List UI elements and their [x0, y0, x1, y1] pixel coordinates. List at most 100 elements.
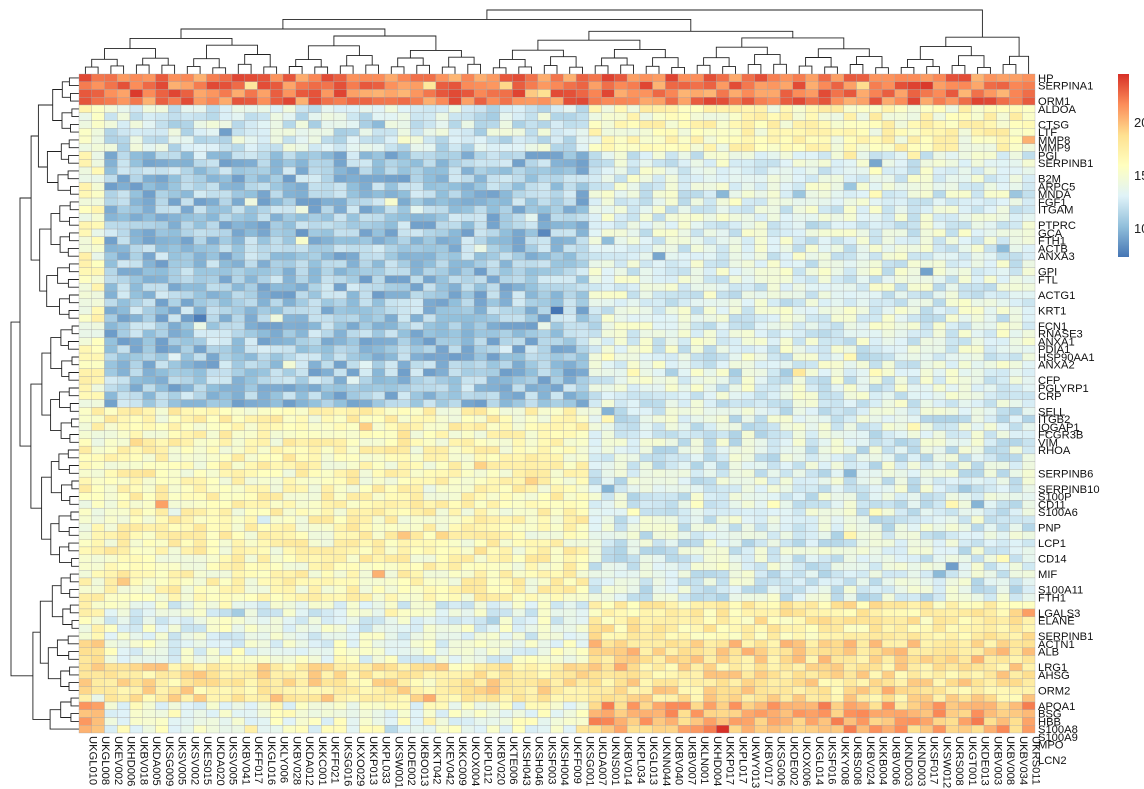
- heatmap-cell: [563, 104, 577, 113]
- heatmap-cell: [907, 515, 921, 524]
- heatmap-cell: [958, 252, 972, 261]
- heatmap-cell: [601, 345, 615, 354]
- heatmap-cell: [499, 531, 513, 540]
- heatmap-cell: [843, 244, 857, 253]
- heatmap-cell: [971, 182, 985, 191]
- heatmap-cell: [652, 476, 666, 486]
- heatmap-cell: [881, 438, 895, 447]
- heatmap-cell: [563, 430, 577, 439]
- heatmap-cell: [524, 314, 539, 323]
- heatmap-cell: [728, 523, 743, 532]
- heatmap-cell: [435, 143, 449, 152]
- heatmap-cell: [219, 376, 233, 385]
- heatmap-cell: [843, 337, 857, 346]
- dendrogram-branch: [41, 476, 52, 540]
- heatmap-cell: [206, 182, 220, 191]
- heatmap-cell: [907, 97, 921, 106]
- heatmap-cell: [129, 290, 143, 300]
- heatmap-cell: [1022, 275, 1036, 284]
- dendrogram-branch: [70, 92, 79, 102]
- heatmap-cell: [856, 492, 870, 501]
- heatmap-cell: [550, 159, 564, 168]
- heatmap-cell: [741, 554, 755, 563]
- dendrogram-branch: [68, 310, 79, 319]
- heatmap-cell: [1009, 469, 1023, 478]
- heatmap-cell: [792, 507, 806, 517]
- heatmap-cell: [359, 399, 373, 408]
- heatmap-cell: [384, 461, 398, 470]
- heatmap-cell: [104, 368, 118, 377]
- heatmap-cell: [78, 476, 92, 486]
- heatmap-cell: [486, 383, 500, 393]
- heatmap-cell: [104, 197, 118, 206]
- heatmap-cell: [971, 500, 985, 509]
- heatmap-cell: [792, 89, 806, 98]
- heatmap-cell: [206, 391, 220, 400]
- heatmap-cell: [805, 546, 819, 555]
- heatmap-cell: [410, 453, 424, 462]
- heatmap-cell: [563, 298, 577, 307]
- heatmap-cell: [792, 143, 806, 152]
- heatmap-cell: [843, 182, 857, 191]
- heatmap-cell: [448, 112, 462, 121]
- heatmap-cell: [677, 190, 692, 199]
- heatmap-cell: [346, 174, 360, 183]
- dendrogram-branch: [70, 511, 79, 521]
- heatmap-cell: [346, 259, 360, 268]
- heatmap-cell: [168, 539, 182, 548]
- heatmap-cell: [295, 298, 309, 307]
- heatmap-cell: [843, 414, 857, 424]
- heatmap-cell: [461, 104, 475, 113]
- heatmap-cell: [856, 236, 870, 245]
- heatmap-cell: [473, 112, 488, 121]
- heatmap-cell: [155, 314, 169, 323]
- heatmap-cell: [333, 236, 347, 245]
- heatmap-cell: [219, 143, 233, 152]
- heatmap-cell: [91, 104, 105, 113]
- heatmap-cell: [677, 205, 692, 214]
- heatmap-cell: [461, 182, 475, 191]
- heatmap-cell: [397, 89, 411, 98]
- heatmap-cell: [142, 236, 156, 245]
- heatmap-cell: [333, 73, 347, 82]
- heatmap-cell: [728, 321, 743, 331]
- heatmap-cell: [384, 554, 398, 563]
- heatmap-cell: [104, 298, 118, 307]
- heatmap-cell: [677, 500, 692, 509]
- heatmap-cell: [792, 290, 806, 300]
- heatmap-cell: [856, 453, 870, 462]
- heatmap-cell: [779, 337, 793, 346]
- heatmap-cell: [473, 120, 488, 129]
- heatmap-cell: [512, 445, 526, 455]
- heatmap-cell: [665, 507, 679, 517]
- heatmap-cell: [231, 438, 245, 447]
- heatmap-cell: [652, 438, 666, 447]
- heatmap-cell: [117, 554, 131, 563]
- heatmap-cell: [639, 445, 653, 455]
- heatmap-cell: [677, 438, 692, 447]
- heatmap-cell: [333, 159, 347, 168]
- heatmap-cell: [639, 283, 653, 292]
- heatmap-cell: [473, 166, 488, 175]
- heatmap-cell: [563, 205, 577, 214]
- heatmap-cell: [486, 252, 500, 261]
- heatmap-cell: [473, 352, 488, 362]
- heatmap-cell: [690, 283, 704, 292]
- heatmap-cell: [104, 244, 118, 253]
- heatmap-cell: [359, 554, 373, 563]
- heatmap-cell: [894, 306, 908, 315]
- heatmap-cell: [461, 112, 475, 121]
- heatmap-cell: [639, 376, 653, 385]
- heatmap-cell: [996, 321, 1010, 331]
- heatmap-cell: [524, 151, 539, 160]
- heatmap-cell: [371, 197, 386, 206]
- heatmap-cell: [856, 151, 870, 160]
- heatmap-cell: [754, 422, 768, 431]
- heatmap-cell: [282, 337, 296, 346]
- heatmap-cell: [818, 159, 832, 168]
- heatmap-cell: [843, 360, 857, 369]
- heatmap-cell: [550, 461, 564, 470]
- heatmap-cell: [779, 352, 793, 362]
- heatmap-cell: [257, 360, 271, 369]
- heatmap-cell: [741, 205, 755, 214]
